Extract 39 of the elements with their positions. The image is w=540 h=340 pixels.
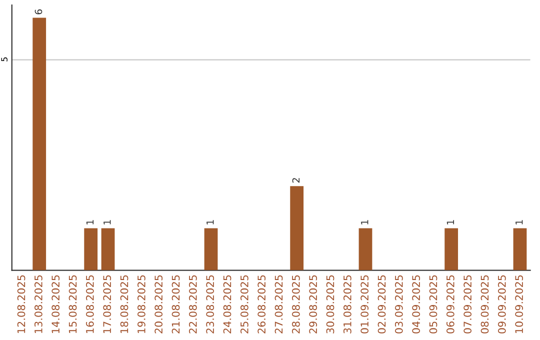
x-tick-label: 22.08.2025 [188, 275, 197, 334]
data-label: 1 [206, 220, 214, 224]
x-tick-label: 08.09.2025 [480, 275, 489, 334]
data-label: 1 [361, 220, 368, 224]
data-label: 1 [446, 220, 454, 224]
data-label: 6 [34, 9, 42, 14]
x-tick-label: 02.09.2025 [378, 275, 386, 334]
x-tick-label: 25.08.2025 [240, 275, 248, 334]
x-tick-label: 05.09.2025 [429, 275, 438, 334]
x-tick-label: 12.08.2025 [17, 275, 26, 333]
x-tick-label: 19.08.2025 [137, 275, 146, 333]
x-tick-label: 17.08.2025 [103, 275, 112, 333]
x-tick-label: 16.08.2025 [86, 275, 94, 333]
y-tick-label: 5 [1, 57, 8, 62]
x-tick-label: 06.09.2025 [446, 275, 454, 334]
x-tick-label: 15.08.2025 [68, 275, 77, 333]
x-tick-label: 29.08.2025 [309, 275, 318, 334]
x-tick-label: 21.08.2025 [172, 275, 180, 334]
x-tick-label: 31.08.2025 [343, 275, 352, 334]
x-tick-label: 10.09.2025 [515, 275, 524, 333]
x-tick-label: 27.08.2025 [274, 275, 283, 334]
x-tick-label: 26.08.2025 [258, 275, 266, 334]
x-tick-label: 07.09.2025 [464, 275, 472, 334]
x-tick-label: 24.08.2025 [223, 275, 232, 334]
x-tick-label: 30.08.2025 [326, 275, 334, 334]
x-tick-label: 03.09.2025 [394, 275, 403, 334]
data-label: 1 [516, 220, 523, 224]
data-label: 1 [86, 220, 94, 224]
x-tick-label: 28.08.2025 [292, 275, 300, 334]
x-tick-label: 01.09.2025 [360, 275, 369, 334]
x-tick-label: 20.08.2025 [154, 275, 163, 334]
x-tick-label: 18.08.2025 [120, 275, 128, 333]
x-tick-label: 09.09.2025 [498, 275, 506, 334]
x-tick-label: 14.08.2025 [52, 275, 60, 333]
x-tick-label: 23.08.2025 [206, 275, 214, 334]
data-label: 2 [292, 178, 300, 183]
x-tick-label: 04.09.2025 [412, 275, 420, 334]
data-label: 1 [104, 220, 111, 224]
x-tick-label: 13.08.2025 [34, 275, 42, 333]
